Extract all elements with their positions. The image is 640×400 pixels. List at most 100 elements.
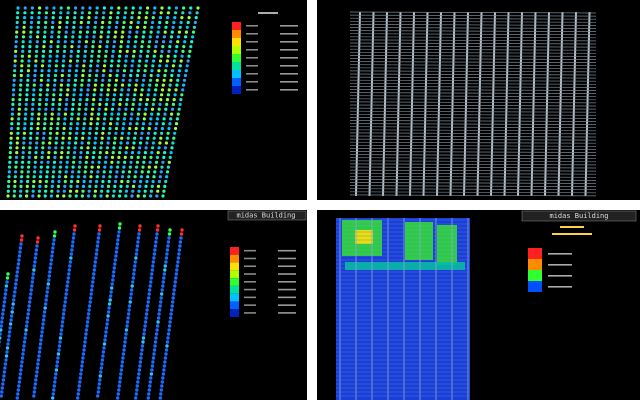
node — [34, 252, 38, 256]
node — [124, 332, 128, 336]
node — [158, 20, 162, 25]
node — [64, 175, 68, 179]
node — [130, 64, 134, 68]
node — [116, 392, 121, 396]
node — [2, 374, 6, 378]
node — [88, 126, 92, 131]
node — [145, 141, 149, 145]
node — [55, 126, 60, 131]
node — [164, 141, 168, 145]
node — [154, 160, 159, 164]
node — [164, 179, 168, 184]
node — [65, 288, 69, 292]
node — [150, 151, 154, 155]
node — [146, 136, 150, 140]
node — [129, 69, 133, 73]
node — [73, 78, 78, 82]
node — [113, 88, 117, 92]
node — [173, 131, 177, 135]
node — [75, 64, 79, 68]
node — [74, 69, 79, 73]
node — [115, 242, 120, 246]
node — [125, 324, 129, 328]
node — [34, 64, 38, 68]
node — [141, 336, 146, 340]
node — [111, 49, 115, 54]
node — [122, 348, 126, 352]
node — [15, 30, 19, 34]
node — [134, 35, 138, 39]
node — [30, 280, 34, 284]
node — [52, 165, 56, 169]
node — [91, 45, 95, 49]
panel-3-legend-swatch — [230, 301, 239, 310]
node — [56, 189, 60, 193]
node — [78, 155, 83, 159]
node — [136, 69, 140, 73]
node — [161, 284, 165, 288]
floor — [349, 135, 597, 138]
node — [3, 366, 7, 370]
node — [135, 78, 139, 82]
node — [50, 25, 55, 29]
node — [61, 64, 65, 68]
node — [100, 362, 104, 366]
node — [10, 117, 14, 121]
node — [0, 386, 4, 390]
node — [113, 179, 118, 184]
node — [99, 93, 103, 97]
node — [43, 35, 47, 39]
floor — [349, 30, 597, 32]
node — [51, 16, 55, 20]
node — [175, 45, 179, 49]
node — [87, 83, 91, 87]
node — [45, 170, 49, 174]
node — [16, 131, 20, 135]
node — [165, 102, 169, 106]
node — [27, 64, 31, 68]
node — [166, 131, 170, 135]
node — [41, 54, 45, 58]
node — [65, 165, 69, 169]
node — [36, 25, 40, 29]
node — [21, 348, 26, 352]
node — [173, 16, 177, 20]
node — [10, 126, 14, 131]
node — [35, 49, 39, 54]
node — [109, 11, 113, 15]
node — [87, 141, 91, 145]
node — [50, 112, 54, 116]
node — [101, 73, 105, 78]
node — [136, 25, 140, 29]
node — [87, 11, 92, 15]
node — [44, 298, 48, 302]
node — [147, 126, 151, 131]
node — [166, 165, 170, 169]
node — [23, 117, 27, 121]
node — [57, 30, 61, 34]
node — [62, 308, 66, 312]
node — [45, 6, 49, 10]
node — [9, 131, 13, 135]
node — [173, 284, 177, 288]
node — [48, 266, 52, 270]
node — [162, 189, 166, 193]
node — [45, 98, 49, 102]
node — [161, 160, 165, 164]
node — [118, 189, 122, 193]
node — [134, 170, 138, 174]
node — [33, 256, 38, 260]
node — [128, 25, 133, 29]
node — [83, 54, 87, 58]
node — [3, 362, 8, 366]
node — [11, 306, 15, 310]
node — [130, 16, 134, 20]
floor — [349, 27, 597, 29]
node — [141, 40, 145, 44]
node — [151, 59, 156, 63]
node — [52, 384, 56, 388]
node — [162, 364, 167, 368]
node — [81, 131, 85, 135]
node — [116, 16, 120, 20]
node — [95, 122, 99, 126]
